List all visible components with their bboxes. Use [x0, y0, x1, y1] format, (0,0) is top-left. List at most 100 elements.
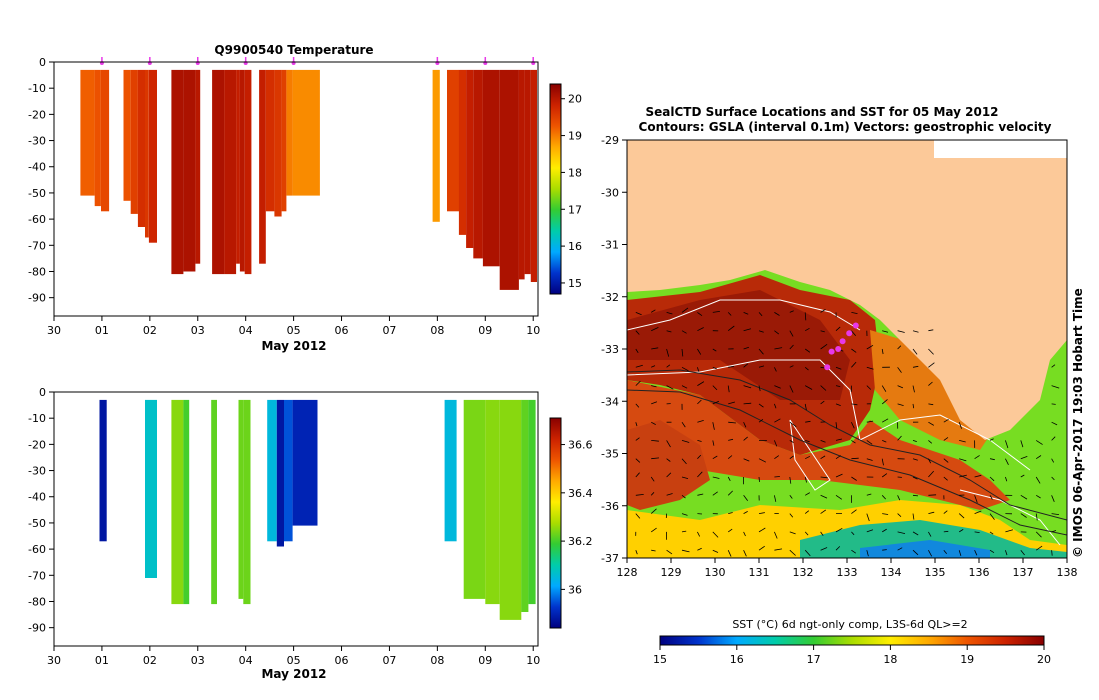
- velocity-vector: [835, 385, 841, 387]
- temperature-profile-bar: [466, 69, 474, 249]
- salinity-profile-bar: [145, 399, 157, 578]
- velocity-vector: [712, 400, 720, 405]
- colorbar-tick-label: 19: [568, 130, 582, 143]
- velocity-vector: [882, 440, 887, 443]
- temperature-profile-bar: [524, 69, 531, 275]
- velocity-vector: [697, 399, 702, 405]
- velocity-vector: [758, 385, 761, 392]
- velocity-vector: [881, 528, 887, 533]
- velocity-vector: [635, 472, 640, 478]
- colorbar-tick-label: 15: [568, 277, 582, 290]
- velocity-vector: [651, 421, 656, 425]
- salinity-profile-bar: [211, 399, 217, 605]
- velocity-vector: [835, 326, 841, 331]
- velocity-vector: [666, 472, 672, 478]
- y-tick-label: -10: [28, 82, 46, 95]
- velocity-vector: [758, 512, 765, 514]
- seal-location-dot: [852, 322, 859, 329]
- map-title: SealCTD Surface Locations and SST for 05…: [645, 105, 998, 119]
- velocity-vector: [635, 422, 638, 427]
- velocity-vector: [650, 492, 655, 496]
- y-tick-label: -90: [28, 292, 46, 305]
- velocity-vector: [1020, 440, 1024, 448]
- bathymetry-contours: [627, 369, 1067, 536]
- temperature-profile-bar: [183, 69, 196, 272]
- salinity-profile-bar: [521, 399, 529, 612]
- velocity-vector: [727, 455, 733, 460]
- velocity-vector: [820, 343, 828, 350]
- temperature-profile-bar: [432, 69, 440, 222]
- temperature-profile-bar: [239, 69, 245, 272]
- velocity-vector: [958, 529, 964, 533]
- velocity-vector: [635, 364, 643, 368]
- velocity-vector: [651, 549, 656, 552]
- velocity-vector: [989, 531, 994, 535]
- x-tick-label: 30: [47, 324, 61, 337]
- velocity-vector: [804, 549, 811, 557]
- velocity-vector: [989, 476, 995, 482]
- velocity-vector: [958, 422, 962, 429]
- x-tick-label: 06: [335, 324, 349, 337]
- velocity-vector: [928, 421, 935, 426]
- velocity-vector: [974, 550, 978, 556]
- velocity-vector: [897, 435, 902, 441]
- velocity-vector: [943, 530, 949, 533]
- temperature-profile-bar: [148, 69, 157, 243]
- velocity-vector: [881, 385, 887, 392]
- velocity-vector: [712, 348, 717, 352]
- y-tick-label: -80: [28, 265, 46, 278]
- salinity-profile-bar: [276, 399, 284, 547]
- x-tick-label: 30: [47, 654, 61, 667]
- velocity-vector: [1020, 549, 1025, 556]
- velocity-vector: [1005, 529, 1014, 533]
- velocity-vector: [804, 403, 807, 411]
- velocity-vector: [897, 330, 905, 333]
- temperature-profile-bar: [101, 69, 110, 212]
- seal-locations: [824, 322, 859, 371]
- velocity-vector: [989, 513, 995, 520]
- velocity-vector: [912, 440, 917, 442]
- velocity-vector: [635, 348, 639, 354]
- velocity-vector: [651, 401, 658, 405]
- velocity-vector: [943, 549, 948, 554]
- sst-colorbar-tick-label: 19: [960, 653, 974, 666]
- velocity-vector: [1005, 476, 1008, 482]
- velocity-vector: [928, 531, 932, 537]
- velocity-vector: [974, 531, 980, 533]
- velocity-vector: [712, 385, 718, 391]
- velocity-vector: [1051, 364, 1056, 368]
- velocity-vector: [928, 470, 934, 478]
- temperature-profile-bar: [80, 69, 95, 196]
- velocity-vector: [1051, 385, 1060, 389]
- velocity-vector: [974, 495, 978, 503]
- velocity-vector: [681, 421, 686, 428]
- x-tick-label: 02: [143, 324, 157, 337]
- velocity-vector: [789, 549, 796, 556]
- temperature-colorbar-ticks: 15 16 17 18 19 20: [561, 93, 582, 290]
- velocity-vector: [651, 365, 656, 368]
- temperature-profile-bar: [499, 69, 519, 290]
- velocity-vector: [1035, 531, 1042, 538]
- map-subtitle: Contours: GSLA (interval 0.1m) Vectors: …: [639, 120, 1052, 134]
- velocity-vector: [804, 492, 811, 496]
- velocity-vector: [866, 513, 870, 522]
- velocity-vector: [789, 330, 794, 337]
- velocity-vector: [866, 529, 874, 533]
- velocity-vector: [943, 476, 948, 481]
- y-tick-label: -40: [28, 161, 46, 174]
- y-tick-label: -60: [28, 213, 46, 226]
- salinity-profile-bar: [463, 399, 486, 599]
- temperature-profile-bar: [259, 69, 266, 264]
- velocity-vector: [697, 440, 702, 442]
- velocity-vector: [912, 403, 915, 409]
- y-tick-label: -20: [28, 438, 46, 451]
- velocity-vector: [635, 312, 642, 316]
- map-x-tick-label: 128: [617, 566, 638, 579]
- y-tick-label: -30: [28, 135, 46, 148]
- no-data-region: [934, 140, 1067, 158]
- map-y-tick-label: -31: [601, 239, 619, 252]
- velocity-vector: [712, 422, 715, 430]
- temperature-profile-bar: [292, 69, 320, 196]
- velocity-vector: [943, 510, 948, 514]
- salinity-colorbar-ticks: 36 36.2 36.4 36.6: [561, 439, 593, 596]
